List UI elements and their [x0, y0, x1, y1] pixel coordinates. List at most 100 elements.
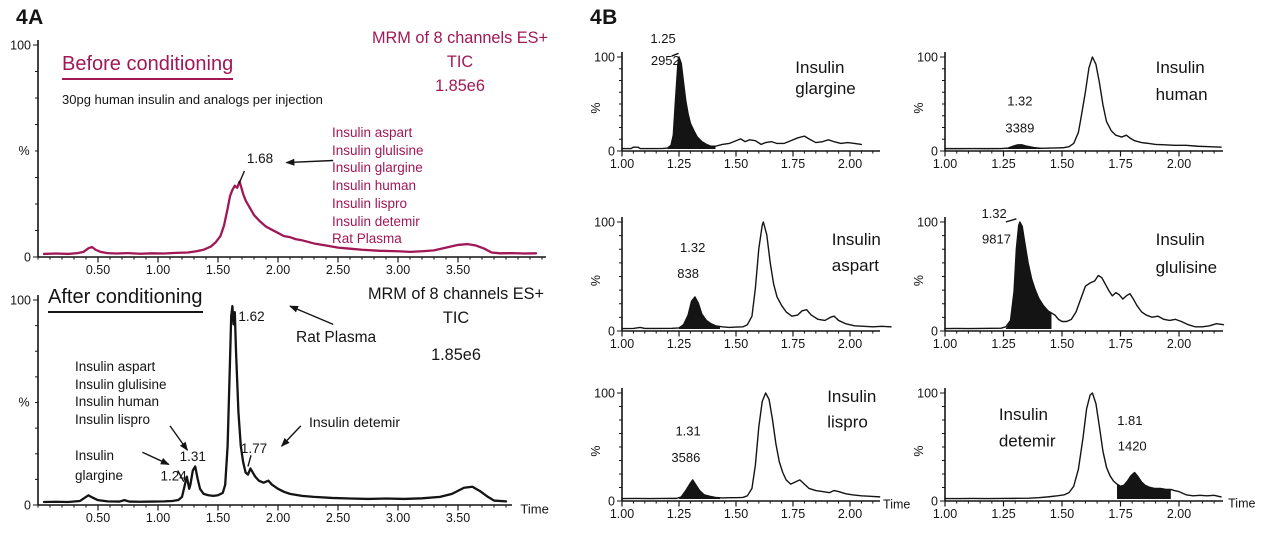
- svg-text:1.77: 1.77: [241, 441, 267, 456]
- svg-text:1.25: 1.25: [991, 507, 1015, 521]
- svg-text:%: %: [18, 144, 29, 158]
- svg-text:Time: Time: [1228, 497, 1255, 511]
- svg-text:1.25: 1.25: [991, 157, 1015, 171]
- legend-item: Insulin aspart: [75, 359, 156, 374]
- before-conditioning-title: Before conditioning: [62, 53, 234, 80]
- chromatogram-insulin-detemir: 1.00 1.25 1.50 1.75 2.00 100 0% Insulin detemir 1…: [900, 367, 1268, 532]
- svg-text:%: %: [589, 102, 603, 113]
- svg-text:0.50: 0.50: [86, 263, 110, 277]
- svg-text:3.00: 3.00: [386, 263, 410, 277]
- rat-plasma-annotation: Rat Plasma: [296, 329, 377, 346]
- svg-text:0: 0: [608, 145, 615, 159]
- svg-text:100: 100: [594, 216, 615, 230]
- svg-text:1.31: 1.31: [180, 449, 206, 464]
- analyte-legend-after: Insulin aspart Insulin glulisine Insulin…: [75, 358, 167, 429]
- svg-text:lispro: lispro: [827, 413, 868, 432]
- svg-text:100: 100: [594, 51, 615, 65]
- svg-text:0: 0: [931, 495, 938, 509]
- svg-text:1.00: 1.00: [610, 157, 634, 171]
- svg-text:0: 0: [931, 325, 938, 339]
- svg-text:9817: 9817: [982, 232, 1011, 247]
- svg-text:Time: Time: [520, 502, 548, 517]
- svg-text:%: %: [912, 102, 926, 113]
- svg-text:1.00: 1.00: [933, 157, 957, 171]
- svg-text:1.32: 1.32: [1007, 94, 1032, 109]
- legend-item: Insulin glulisine: [75, 376, 167, 392]
- svg-text:1.00: 1.00: [146, 263, 170, 277]
- svg-text:2.00: 2.00: [1167, 337, 1191, 351]
- legend-item: Insulin detemir: [332, 213, 420, 229]
- svg-text:1.75: 1.75: [1108, 337, 1132, 351]
- svg-text:1.75: 1.75: [781, 507, 805, 521]
- svg-text:1.81: 1.81: [1117, 413, 1142, 428]
- chromatogram-insulin-human: 1.00 1.25 1.50 1.75 2.00 100 0% 1.32 3389 Insulin…: [900, 20, 1268, 185]
- svg-text:3586: 3586: [671, 450, 700, 465]
- svg-text:3389: 3389: [1005, 120, 1034, 135]
- svg-text:2.50: 2.50: [326, 511, 350, 525]
- detemir-annotation: Insulin detemir: [309, 414, 401, 430]
- svg-text:1.50: 1.50: [724, 157, 748, 171]
- svg-text:1.00: 1.00: [933, 337, 957, 351]
- panel-b-label: 4B: [590, 6, 618, 29]
- svg-text:100: 100: [917, 387, 938, 401]
- svg-text:1.68: 1.68: [247, 151, 273, 166]
- svg-text:Insulin: Insulin: [1156, 230, 1205, 249]
- svg-text:Time: Time: [883, 498, 910, 512]
- svg-text:1.25: 1.25: [667, 507, 691, 521]
- svg-text:2.00: 2.00: [266, 511, 290, 525]
- svg-text:1.00: 1.00: [146, 511, 170, 525]
- svg-text:detemir: detemir: [999, 432, 1056, 451]
- svg-text:2952: 2952: [651, 53, 680, 68]
- chromatogram-insulin-aspart: 1.00 1.25 1.50 1.75 2.00 100 0% 1.32 838 Insulin a…: [577, 195, 922, 360]
- mrm-tic-line: TIC: [446, 53, 474, 71]
- svg-text:100: 100: [10, 294, 31, 308]
- svg-text:100: 100: [10, 39, 31, 53]
- svg-text:1.32: 1.32: [680, 240, 705, 255]
- svg-text:%: %: [589, 275, 603, 286]
- mrm-channels-line: MRM of 8 channels ES+: [367, 285, 544, 303]
- svg-text:Insulin: Insulin: [1156, 58, 1205, 77]
- svg-text:1.50: 1.50: [724, 507, 748, 521]
- svg-text:0.50: 0.50: [86, 511, 110, 525]
- svg-text:glargine: glargine: [795, 79, 856, 98]
- svg-text:3.50: 3.50: [446, 263, 470, 277]
- svg-text:100: 100: [594, 387, 615, 401]
- legend-item: Insulin lispro: [332, 195, 408, 211]
- svg-text:%: %: [589, 445, 603, 456]
- svg-text:%: %: [912, 445, 926, 456]
- mrm-channels-line: MRM of 8 channels ES+: [371, 29, 548, 47]
- legend-item: Insulin aspart: [332, 125, 413, 140]
- svg-text:%: %: [912, 275, 926, 286]
- svg-text:%: %: [18, 396, 29, 410]
- svg-text:2.00: 2.00: [266, 263, 290, 277]
- svg-text:100: 100: [917, 51, 938, 65]
- svg-text:Insulin: Insulin: [795, 58, 844, 77]
- svg-text:1.25: 1.25: [667, 337, 691, 351]
- svg-text:1.50: 1.50: [1050, 507, 1074, 521]
- svg-text:2.50: 2.50: [326, 263, 350, 277]
- svg-text:1.25: 1.25: [991, 337, 1015, 351]
- svg-text:2.00: 2.00: [1167, 507, 1191, 521]
- svg-text:human: human: [1156, 85, 1208, 104]
- svg-text:Insulin: Insulin: [999, 405, 1048, 424]
- svg-text:Insulin: Insulin: [832, 230, 881, 249]
- svg-text:2.00: 2.00: [838, 157, 862, 171]
- injection-subtitle: 30pg human insulin and analogs per injec…: [62, 92, 323, 107]
- analyte-legend-before: Insulin aspart Insulin glulisine Insulin…: [332, 124, 424, 248]
- mrm-header-before: MRM of 8 channels ES+ TIC 1.85e6: [352, 26, 568, 98]
- svg-text:0: 0: [24, 499, 31, 513]
- svg-text:aspart: aspart: [832, 256, 880, 275]
- svg-text:0: 0: [608, 495, 615, 509]
- chromatogram-insulin-glulisine: 1.00 1.25 1.50 1.75 2.00 100 0% 1.32 9817 Insulin…: [900, 195, 1268, 360]
- svg-text:1.00: 1.00: [610, 337, 634, 351]
- svg-text:1.50: 1.50: [206, 263, 230, 277]
- svg-text:100: 100: [917, 216, 938, 230]
- svg-text:0: 0: [24, 251, 31, 265]
- svg-text:1.24: 1.24: [160, 468, 187, 483]
- chromatogram-insulin-lispro: 1.00 1.25 1.50 1.75 2.00 100 0% 1.31 3586 Insulin…: [577, 367, 922, 532]
- svg-text:1.31: 1.31: [675, 424, 700, 439]
- svg-text:0: 0: [931, 145, 938, 159]
- svg-text:1.50: 1.50: [206, 511, 230, 525]
- svg-text:1.32: 1.32: [981, 206, 1006, 221]
- svg-text:3.50: 3.50: [446, 511, 470, 525]
